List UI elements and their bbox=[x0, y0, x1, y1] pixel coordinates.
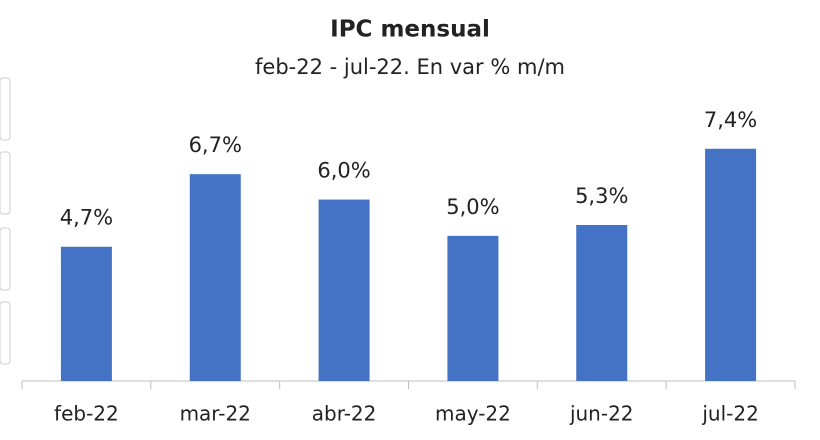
x-tick-label: may-22 bbox=[435, 402, 511, 426]
bar bbox=[447, 235, 499, 381]
side-tab bbox=[0, 227, 11, 291]
bar bbox=[189, 174, 241, 381]
data-label: 5,0% bbox=[446, 195, 499, 219]
bar bbox=[705, 148, 757, 381]
side-tab bbox=[0, 151, 11, 215]
side-tab bbox=[0, 77, 11, 141]
data-label: 4,7% bbox=[60, 206, 113, 230]
data-label: 7,4% bbox=[704, 108, 757, 132]
data-label: 6,7% bbox=[189, 133, 242, 157]
side-tab bbox=[0, 301, 11, 365]
bar bbox=[576, 224, 628, 381]
x-tick-label: jul-22 bbox=[701, 402, 758, 426]
x-tick-label: abr-22 bbox=[312, 402, 377, 426]
x-tick-label: mar-22 bbox=[180, 402, 251, 426]
data-label: 6,0% bbox=[317, 159, 370, 183]
bar bbox=[318, 199, 370, 381]
chart-title: IPC mensual bbox=[330, 17, 490, 43]
x-tick-label: feb-22 bbox=[54, 402, 119, 426]
bar bbox=[60, 246, 112, 381]
chart-subtitle: feb-22 - jul-22. En var % m/m bbox=[255, 55, 565, 79]
x-tick-label: jun-22 bbox=[569, 402, 634, 426]
data-label: 5,3% bbox=[575, 184, 628, 208]
